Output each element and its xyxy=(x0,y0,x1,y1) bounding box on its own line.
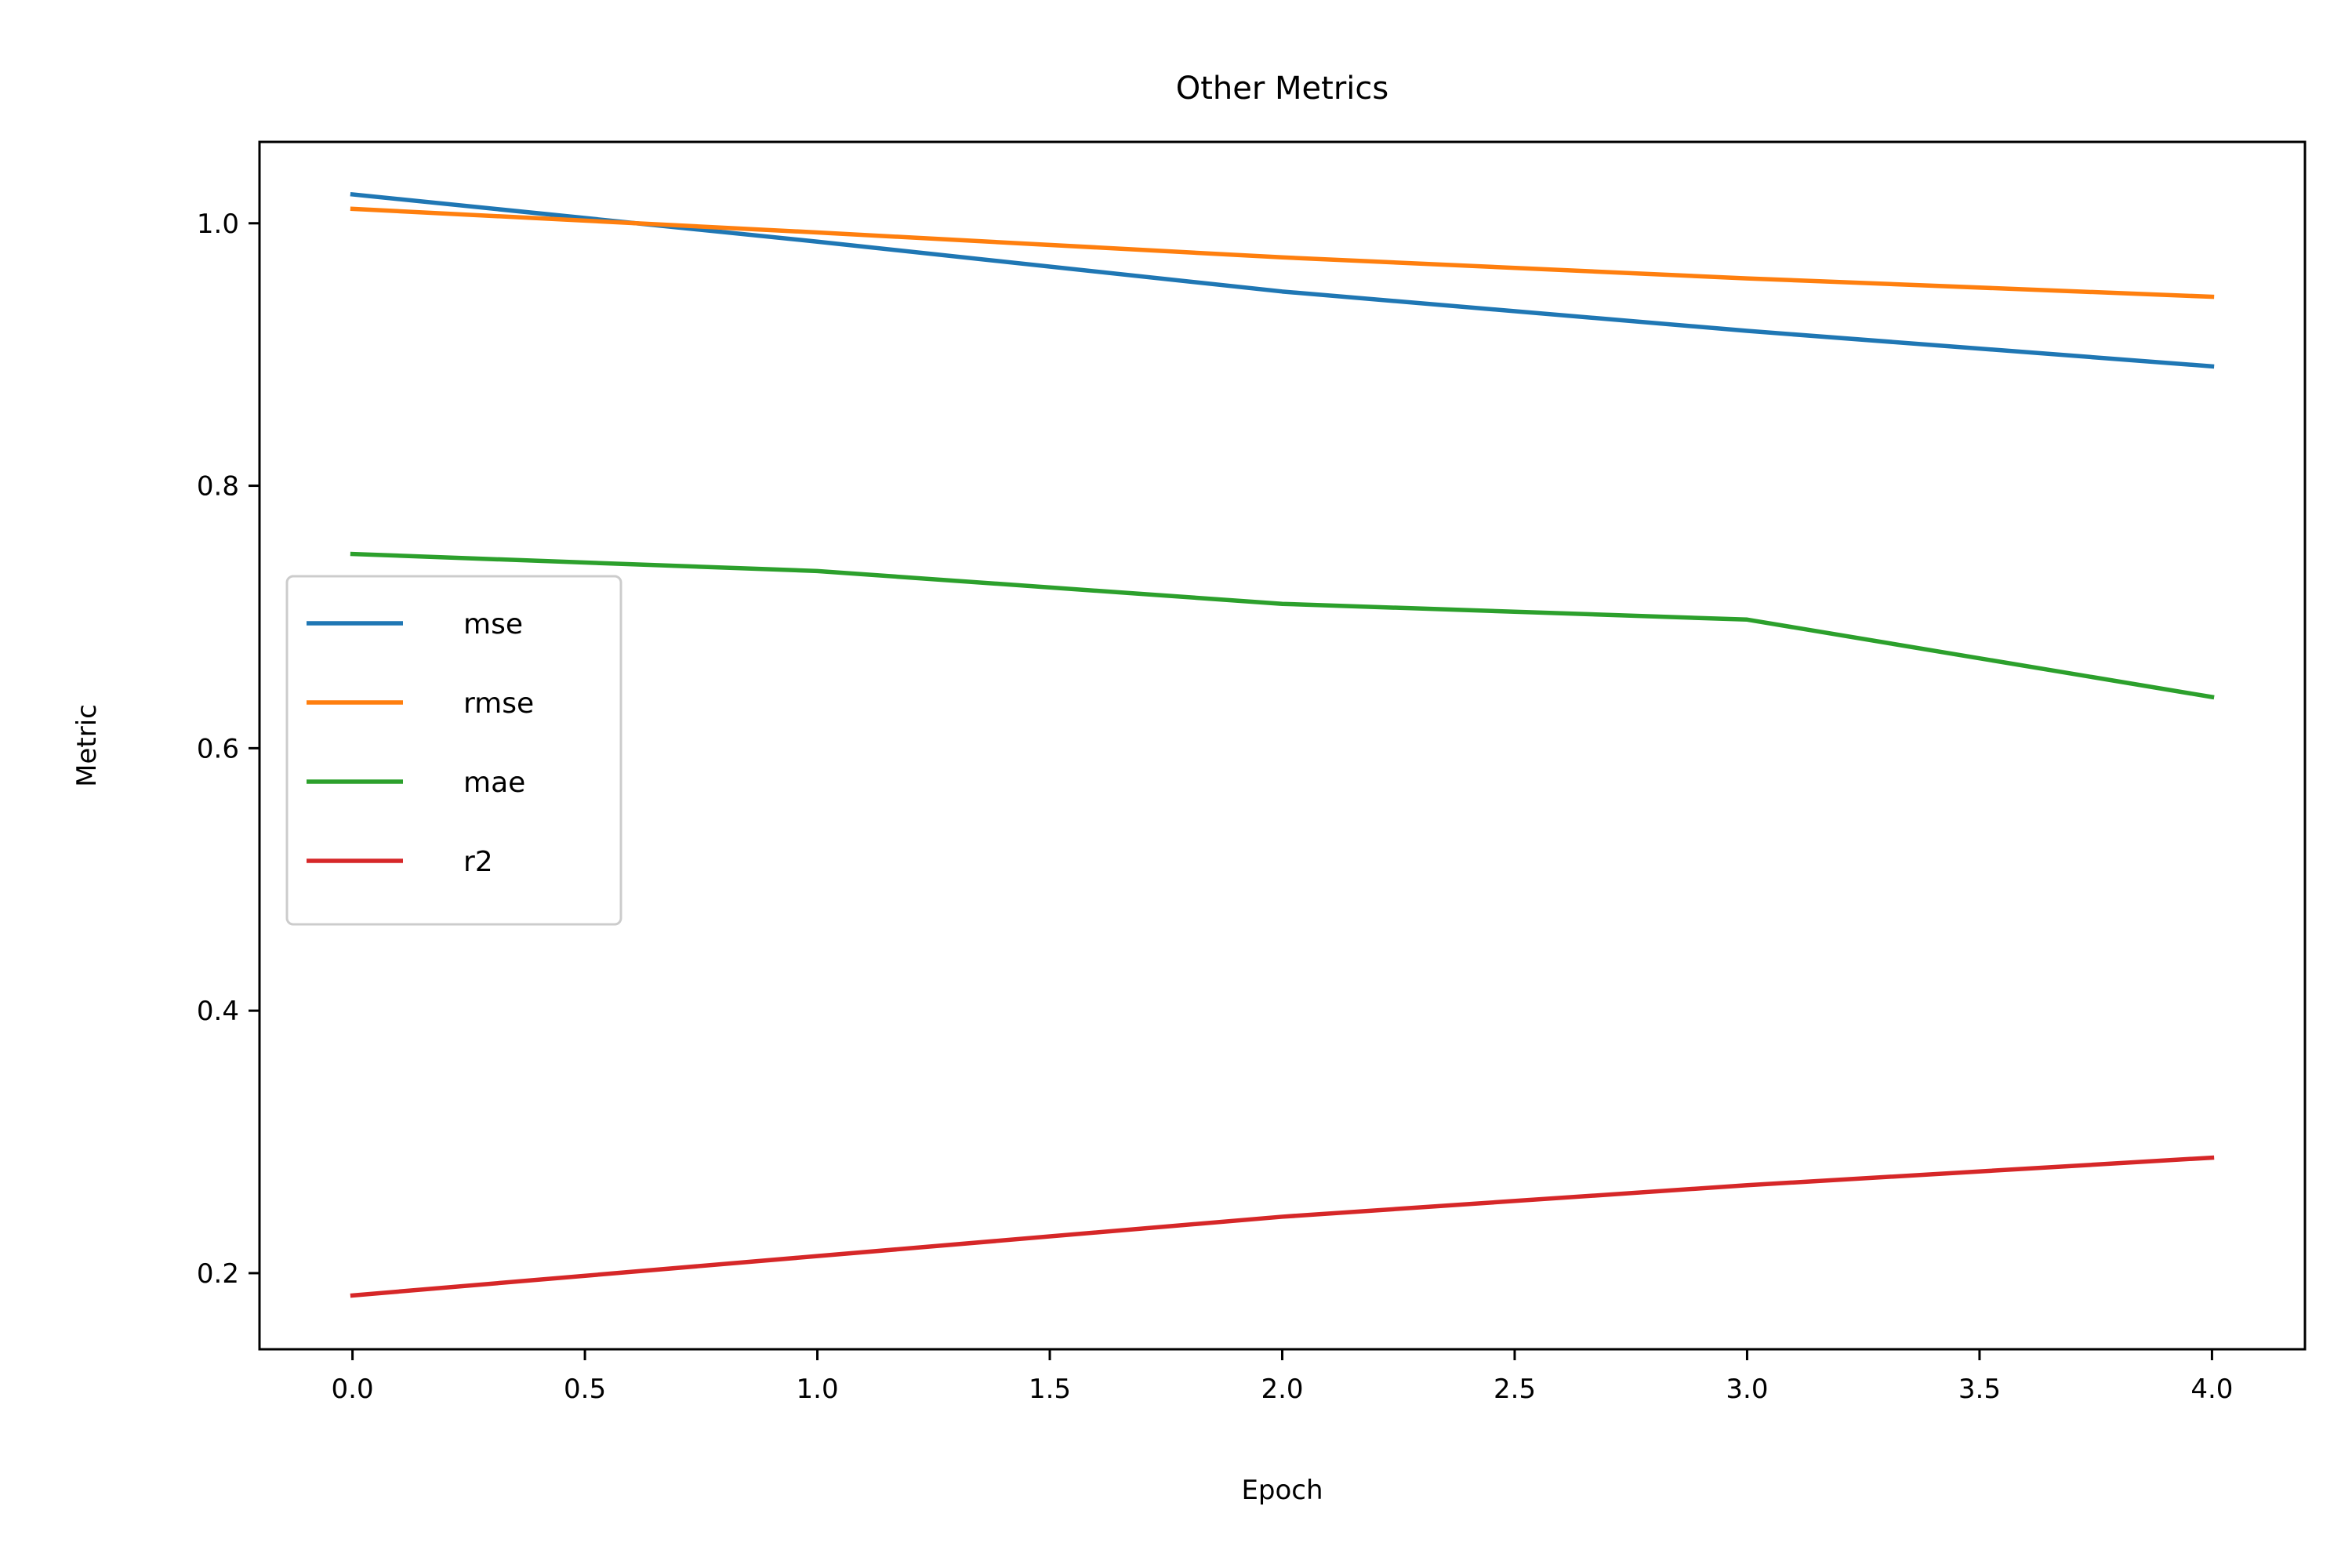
y-tick-label: 0.2 xyxy=(197,1258,239,1290)
series-line-r2 xyxy=(350,1155,2215,1298)
x-axis: 0.0 0.5 1.0 1.5 2.0 2.5 3.0 3.5 4.0 xyxy=(332,1349,2233,1405)
x-tick-label: 3.5 xyxy=(1958,1374,2001,1405)
chart-title: Other Metrics xyxy=(1176,71,1388,107)
legend: mse rmse mae r2 xyxy=(285,575,622,926)
legend-label-rmse: rmse xyxy=(463,688,534,720)
legend-label-r2: r2 xyxy=(463,846,493,878)
y-axis: 0.2 0.4 0.6 0.8 1.0 xyxy=(197,209,260,1290)
x-tick-label: 1.0 xyxy=(797,1374,839,1405)
x-tick-label: 0.5 xyxy=(564,1374,606,1405)
legend-label-mae: mae xyxy=(463,767,525,799)
y-tick-label: 0.6 xyxy=(197,733,239,764)
series-line-rmse xyxy=(350,206,2215,299)
y-tick-label: 1.0 xyxy=(197,209,239,240)
series-line-mae xyxy=(350,551,2215,700)
y-tick-label: 0.4 xyxy=(197,996,239,1027)
x-tick-label: 2.0 xyxy=(1261,1374,1303,1405)
x-tick-label: 3.0 xyxy=(1726,1374,1768,1405)
plot-lines xyxy=(350,191,2215,1298)
legend-label-mse: mse xyxy=(463,608,523,641)
y-tick-label: 0.8 xyxy=(197,471,239,503)
legend-box xyxy=(285,575,622,926)
x-tick-label: 0.0 xyxy=(332,1374,374,1405)
x-tick-label: 4.0 xyxy=(2190,1374,2233,1405)
x-tick-label: 2.5 xyxy=(1494,1374,1536,1405)
x-tick-label: 1.5 xyxy=(1029,1374,1071,1405)
x-axis-label: Epoch xyxy=(1241,1475,1323,1506)
y-axis-label: Metric xyxy=(71,704,103,787)
